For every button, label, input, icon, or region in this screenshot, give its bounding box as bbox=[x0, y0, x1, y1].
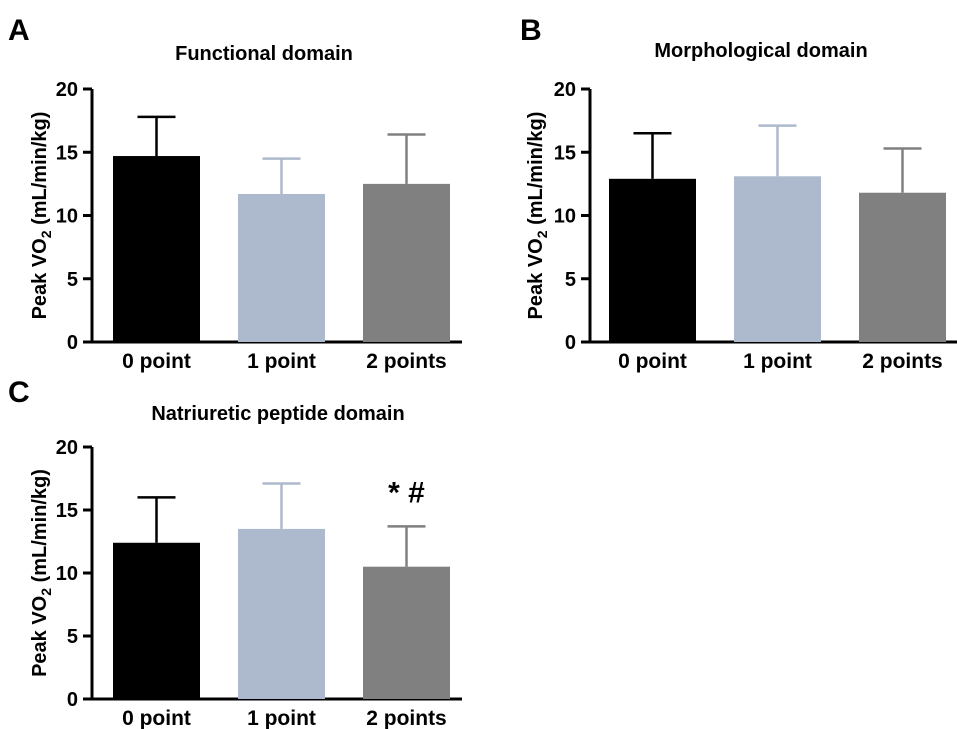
panel-b-category-label: 0 point bbox=[618, 350, 687, 373]
panel-b-bar-0-point bbox=[609, 178, 696, 342]
panel-b-ytick-label: 5 bbox=[565, 269, 576, 291]
panel-c-bar-2-points bbox=[363, 566, 450, 699]
panel-c-ytick-label: 15 bbox=[56, 500, 78, 522]
panel-c-letter: C bbox=[8, 376, 30, 409]
panel-a-category-label: 1 point bbox=[247, 350, 316, 373]
panel-c-ylabel: Peak VO2 (mL/min/kg) bbox=[29, 469, 54, 677]
panel-b-title: Morphological domain bbox=[654, 40, 867, 62]
panel-a-title: Functional domain bbox=[175, 43, 353, 65]
panel-c: C Natriuretic peptide domain 0 5 10 15 20Peak … bbox=[8, 376, 462, 729]
panel-a-ytick-label: 0 bbox=[67, 332, 78, 354]
panel-c-bar-0-point bbox=[113, 542, 200, 699]
panel-b-ytick-label: 10 bbox=[554, 206, 576, 228]
panel-c-ytick-label: 0 bbox=[67, 689, 78, 711]
panel-b-category-label: 2 points bbox=[862, 350, 943, 373]
panel-b-letter: B bbox=[520, 14, 542, 47]
panel-b-ytick-label: 15 bbox=[554, 142, 576, 164]
panel-a-ylabel: Peak VO2 (mL/min/kg) bbox=[29, 112, 54, 320]
panel-b-ylabel: Peak VO2 (mL/min/kg) bbox=[525, 112, 550, 320]
panel-a-bar-0-point bbox=[113, 156, 200, 342]
panel-a-letter: A bbox=[8, 14, 30, 47]
panel-c-ytick-label: 10 bbox=[56, 563, 78, 585]
panel-a-category-label: 2 points bbox=[366, 350, 447, 373]
panel-a-bar-1-point bbox=[238, 193, 325, 342]
panel-b-ytick-label: 0 bbox=[565, 332, 576, 354]
panel-a-ytick-label: 5 bbox=[67, 269, 78, 291]
panel-b-ytick-label: 20 bbox=[554, 79, 576, 101]
panel-a-category-label: 0 point bbox=[122, 350, 191, 373]
panel-c-significance-annotation: * # bbox=[388, 476, 425, 509]
panel-a-bar-2-points bbox=[363, 183, 450, 342]
panel-c-title: Natriuretic peptide domain bbox=[151, 403, 404, 425]
panel-b-category-label: 1 point bbox=[743, 350, 812, 373]
panel-c-category-label: 0 point bbox=[122, 707, 191, 729]
panel-b-bar-1-point bbox=[734, 176, 821, 342]
panel-b-bar-2-points bbox=[859, 192, 946, 342]
panel-c-ytick-label: 5 bbox=[67, 626, 78, 648]
panel-a-ytick-label: 20 bbox=[56, 79, 78, 101]
panel-c-category-label: 2 points bbox=[366, 707, 447, 729]
panel-c-ytick-label: 20 bbox=[56, 437, 78, 459]
panel-c-category-label: 1 point bbox=[247, 707, 316, 729]
panel-a-ytick-label: 10 bbox=[56, 206, 78, 228]
panel-c-bar-1-point bbox=[238, 528, 325, 699]
panel-a-ytick-label: 15 bbox=[56, 142, 78, 164]
